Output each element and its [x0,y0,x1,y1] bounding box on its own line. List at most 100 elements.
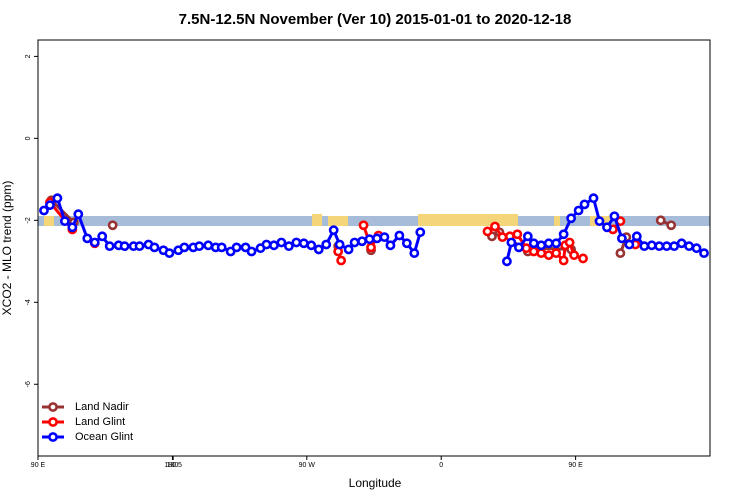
ocean-strip [38,216,710,226]
series-marker [409,248,420,259]
y-tick-label: 0 [25,136,32,140]
series-marker [699,248,709,259]
series-marker [615,248,626,259]
series-marker [566,213,577,224]
series-marker [536,240,547,251]
series-marker [366,242,376,253]
series-marker [349,237,360,248]
series-marker [521,243,532,254]
series-marker [415,227,426,238]
series-marker [298,238,309,249]
series-marker [573,205,584,216]
series-marker [401,238,412,249]
series-marker [276,237,287,248]
series-marker [164,248,175,259]
series-marker [558,255,569,266]
series-marker [684,241,694,252]
series-marker [513,242,524,253]
series-marker [394,230,405,241]
series-marker [385,240,396,251]
series-marker [631,231,642,242]
series-marker [246,246,257,257]
series-marker [578,253,588,264]
series-marker [328,225,339,236]
series-marker [691,243,702,254]
series-marker [655,215,666,226]
series-marker [661,241,672,252]
series-marker [594,216,605,227]
x-axis-label: Longitude [349,476,402,490]
series-marker [609,211,620,222]
legend-marker [48,402,58,412]
series-marker [502,256,512,267]
series-marker [291,237,302,248]
series-marker [179,242,190,253]
x-tick-label: 90 E [568,462,583,469]
series-marker [231,242,242,253]
series-marker [119,241,130,252]
legend-marker [48,432,58,442]
series-marker [194,241,205,252]
series-marker [551,238,562,249]
series-marker [39,205,49,216]
legend-marker [48,417,58,427]
series-marker [512,229,523,240]
land-strip [44,216,54,226]
series-marker [261,239,272,250]
legend-label: Ocean Glint [75,431,133,443]
series-marker [543,250,554,261]
series-marker [654,241,665,252]
series-marker [52,193,63,204]
series-marker [313,244,324,255]
series-marker [616,233,627,244]
series-marker [134,241,145,252]
series-marker [602,222,612,233]
series-marker [358,220,369,231]
series-marker [321,239,332,250]
series-marker [528,246,539,257]
y-axis-label: XCO2 - MLO trend (ppm) [0,181,14,316]
series-marker [97,231,108,242]
series-marker [490,221,500,232]
series-marker [364,234,375,245]
series-marker [45,200,55,211]
x-tick-label: 0 [439,462,443,469]
series-marker [676,238,687,249]
series-marker [73,209,84,220]
series-marker [89,237,100,248]
series-marker [59,216,70,227]
x-tick-label: 90 E [31,462,46,469]
series-marker [336,255,347,266]
series-marker [497,232,508,243]
series-marker [669,241,680,252]
land-strip [328,216,348,226]
y-tick-label: -2 [25,217,32,223]
legend-label: Land Glint [75,416,125,428]
x-tick-label: 180.5 [164,462,182,469]
series-marker [564,237,575,248]
series-marker [646,240,657,251]
land-strip [554,216,560,226]
series-marker [104,241,115,252]
series-marker [522,231,533,242]
series-marker [506,237,517,248]
land-strip [312,214,322,226]
series-marker [269,240,279,251]
y-tick-label: 2 [25,54,32,58]
legend-label: Land Nadir [75,401,129,413]
y-tick-label: -6 [25,381,32,387]
series-marker [569,250,580,261]
series-marker [639,241,650,252]
series-marker [283,241,294,252]
series-marker [579,199,590,210]
series-marker [551,248,562,259]
series-marker [107,220,118,231]
x-tick-label: 90 W [299,462,316,469]
series-marker [624,239,635,250]
series-marker [536,248,547,259]
series-marker [372,233,382,244]
chart-title: 7.5N-12.5N November (Ver 10) 2015-01-01 … [179,11,572,28]
series-marker [357,236,367,247]
plot-frame [37,39,711,457]
